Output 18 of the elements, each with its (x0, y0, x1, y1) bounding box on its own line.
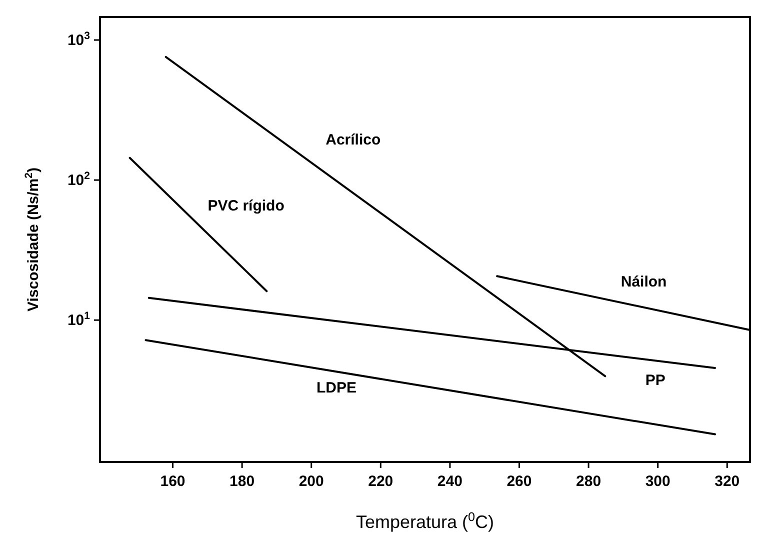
x-tick-label: 280 (576, 473, 602, 490)
x-tick-label: 300 (645, 473, 670, 490)
series-label: Acrílico (326, 132, 381, 149)
series-label: Náilon (620, 273, 667, 290)
series-label: PVC rígido (208, 198, 284, 215)
x-tick-label: 240 (437, 473, 462, 490)
y-tick-label: 10$^{2}$ (67, 170, 90, 190)
series-label: PP (645, 372, 666, 390)
x-tick-label: 260 (506, 473, 532, 490)
x-tick-label: 220 (368, 473, 394, 490)
y-tick-label: 10$^{3}$ (67, 30, 90, 50)
x-axis-title: Temperatura ($^{0}$C) (356, 510, 494, 532)
x-tick-label: 320 (714, 473, 740, 490)
series-label: LDPE (316, 379, 357, 396)
x-tick-label: 160 (160, 473, 186, 490)
x-tick-label: 200 (298, 473, 324, 490)
x-tick-label: 180 (230, 473, 255, 490)
y-tick-label: 10$^{1}$ (67, 310, 90, 330)
